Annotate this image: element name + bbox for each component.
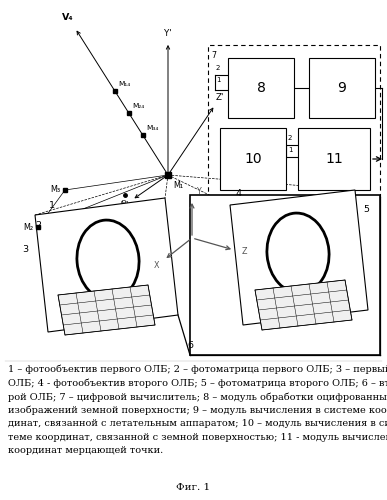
Text: M₃₄: M₃₄ [146, 126, 158, 132]
Text: теме координат, связанной с земной поверхностью; 11 - модуль вычисления: теме координат, связанной с земной повер… [8, 432, 387, 442]
Bar [208, 45, 380, 197]
Text: 2: 2 [216, 65, 220, 71]
Bar [220, 128, 286, 190]
Text: X: X [154, 262, 160, 270]
Text: X': X' [120, 200, 129, 209]
Text: 5: 5 [363, 206, 369, 214]
Text: 1 – фотообъектив первого ОЛБ; 2 – фотоматрица первого ОЛБ; 3 – первый: 1 – фотообъектив первого ОЛБ; 2 – фотома… [8, 365, 387, 374]
Text: M₃: M₃ [50, 186, 60, 194]
Text: 11: 11 [325, 152, 343, 166]
Text: ОЛБ; 4 - фотообъектив второго ОЛБ; 5 – фотоматрица второго ОЛБ; 6 – вто-: ОЛБ; 4 - фотообъектив второго ОЛБ; 5 – ф… [8, 378, 387, 388]
Polygon shape [230, 190, 368, 325]
Text: 2: 2 [35, 220, 41, 230]
Text: V₄: V₄ [62, 14, 74, 22]
Text: изображений земной поверхности; 9 – модуль вычисления в системе коор-: изображений земной поверхности; 9 – моду… [8, 406, 387, 415]
Text: 1: 1 [216, 77, 220, 83]
Text: Y': Y' [164, 28, 172, 38]
Text: динат, связанной с летательным аппаратом; 10 – модуль вычисления в сис-: динат, связанной с летательным аппаратом… [8, 419, 387, 428]
Text: M₁₄: M₁₄ [118, 81, 130, 87]
Bar [228, 58, 294, 118]
Text: 10: 10 [244, 152, 262, 166]
Text: 4: 4 [235, 190, 241, 198]
Text: Z': Z' [216, 93, 224, 102]
Text: Z: Z [242, 248, 248, 256]
Text: 6: 6 [187, 340, 193, 349]
Text: 1: 1 [288, 147, 292, 153]
Bar [309, 58, 375, 118]
Text: координат мерцающей точки.: координат мерцающей точки. [8, 446, 163, 455]
Text: 9: 9 [337, 81, 346, 95]
Polygon shape [35, 198, 178, 332]
Polygon shape [255, 280, 352, 330]
Text: Y: Y [196, 188, 201, 196]
Text: 3: 3 [22, 246, 28, 254]
Text: 1: 1 [49, 200, 55, 209]
Text: M₁: M₁ [173, 180, 183, 190]
Text: C: C [120, 200, 125, 206]
Text: 7: 7 [211, 50, 216, 59]
Bar [190, 195, 380, 355]
Text: M₂: M₂ [23, 222, 33, 232]
Text: 2: 2 [288, 135, 292, 141]
Text: M₂₄: M₂₄ [132, 104, 144, 110]
Text: 8: 8 [257, 81, 265, 95]
Bar [298, 128, 370, 190]
Text: рой ОЛБ; 7 – цифровой вычислитель; 8 – модуль обработки оцифрованных: рой ОЛБ; 7 – цифровой вычислитель; 8 – м… [8, 392, 387, 402]
Text: Фиг. 1: Фиг. 1 [176, 483, 211, 492]
Polygon shape [58, 285, 155, 335]
